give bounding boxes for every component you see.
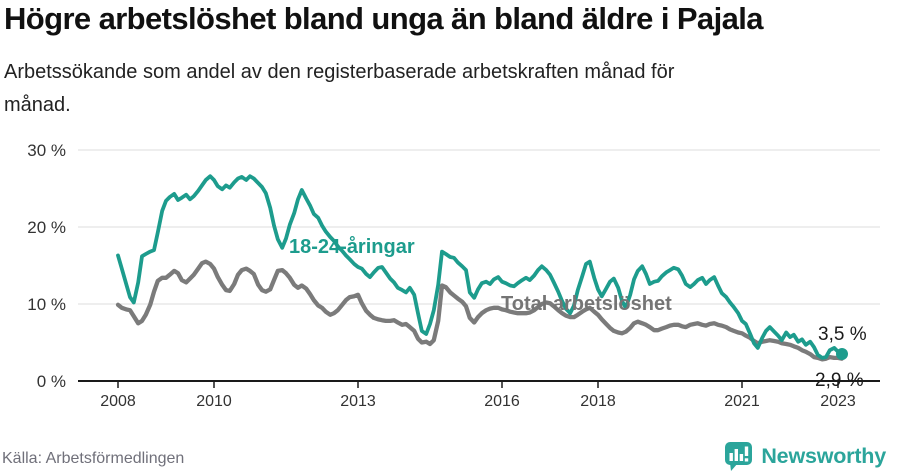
page-title: Högre arbetslöshet bland unga än bland ä… [4,1,763,36]
brand-logo: Newsworthy [724,441,886,472]
x-axis-tick-label: 2010 [196,393,232,410]
source-credit: Källa: Arbetsförmedlingen [2,450,185,467]
x-axis-tick-label: 2008 [100,393,136,410]
series-line-total [115,259,844,362]
y-axis-tick-label: 0 % [37,372,66,391]
end-value-label-18-24: 3,5 % [818,324,867,345]
end-value-label-total: 2,9 % [815,370,864,391]
newsworthy-bar-chart-speech-bubble-icon [725,442,753,471]
line-chart: 0 % 10 % 20 % 30 % 2008 2010 2013 2016 2018 2021 2… [27,141,880,410]
x-axis-tick-label: 2023 [820,393,856,410]
series-line-layer [115,174,844,362]
grid-layer: 0 % 10 % 20 % 30 % 2008 2010 2013 2016 2018 2021 2… [27,141,880,410]
x-axis-tick-label: 2013 [340,393,376,410]
series-end-marker-dot [836,348,848,360]
series-label-total: Total arbetslöshet [501,293,672,315]
y-axis-tick-label: 20 % [27,218,66,237]
x-axis-tick-label: 2016 [484,393,520,410]
chart-subtitle: Arbetssökande som andel av den registerb… [4,61,675,116]
y-axis-tick-label: 30 % [27,141,66,160]
x-axis-tick-label: 2021 [724,393,760,410]
x-axis-tick-label: 2018 [580,393,616,410]
series-label-18-24: 18-24-åringar [289,235,415,258]
y-axis-tick-label: 10 % [27,295,66,314]
brand-name: Newsworthy [761,444,886,468]
series-line-18-24 [116,174,844,360]
